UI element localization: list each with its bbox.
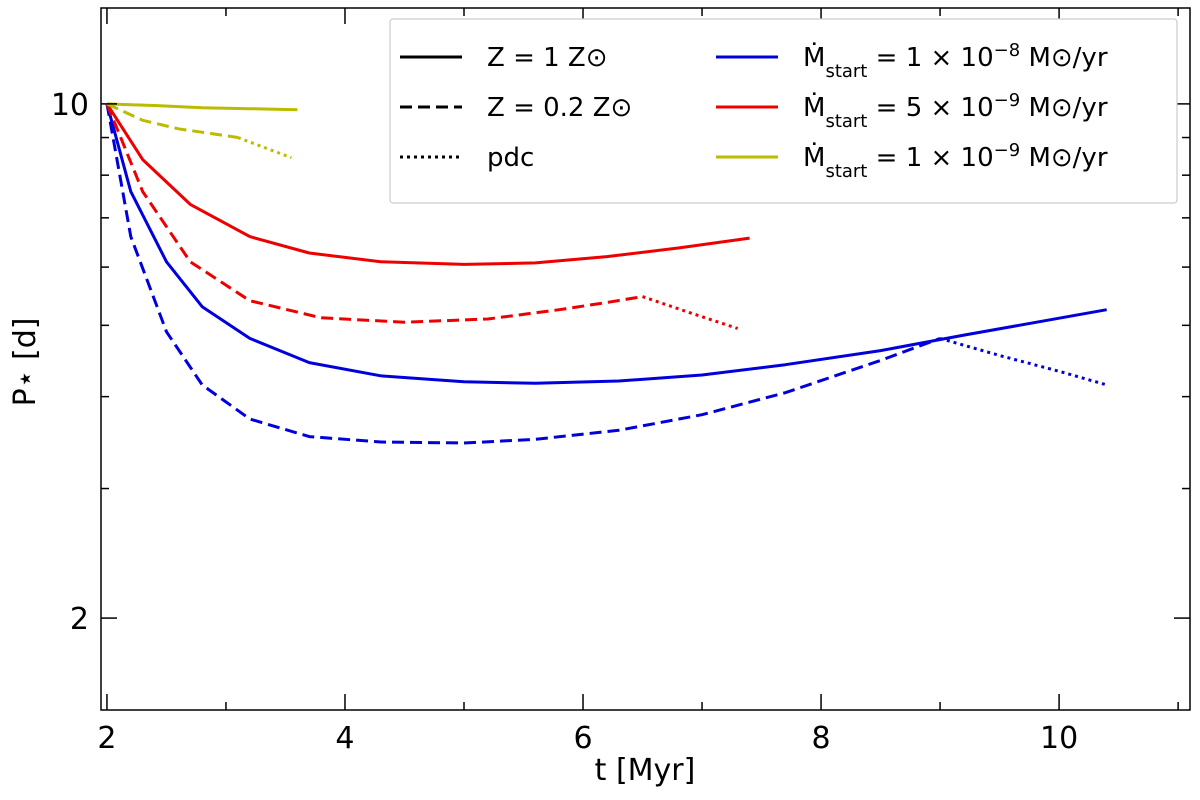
legend: Z = 1 Z⊙ Z = 0.2 Z⊙ pdc Ṁstart = 1 × 10−8 M… xyxy=(389,18,1178,204)
legend-style-label: Z = 0.2 Z⊙ xyxy=(487,93,632,123)
series-line-7 xyxy=(106,102,239,139)
series-line-3 xyxy=(105,103,750,266)
legend-items: Z = 1 Z⊙ Z = 0.2 Z⊙ pdc Ṁstart = 1 × 10−8 M… xyxy=(400,40,1108,182)
series-layer xyxy=(105,102,1108,445)
legend-style-label: pdc xyxy=(487,143,534,173)
legend-color-label: Ṁstart = 5 × 10−9 M⊙/yr xyxy=(803,90,1108,132)
series-line-6 xyxy=(106,102,298,112)
x-axis-label: t [Myr] xyxy=(595,753,696,788)
series-line-2 xyxy=(939,336,1108,387)
x-tick-label: 2 xyxy=(97,721,116,756)
series-line-1 xyxy=(105,103,941,445)
legend-color-label: Ṁstart = 1 × 10−9 M⊙/yr xyxy=(803,140,1108,182)
series-line-5 xyxy=(642,295,739,330)
series-line-0 xyxy=(105,103,1107,385)
x-tick-label: 10 xyxy=(1040,721,1078,756)
plot-frame xyxy=(100,7,1191,711)
x-tick-label: 8 xyxy=(812,721,831,756)
x-tick-label: 4 xyxy=(335,721,354,756)
legend-box xyxy=(389,18,1178,204)
series-line-8 xyxy=(237,136,292,160)
series-line-4 xyxy=(105,103,643,324)
x-tick-label: 6 xyxy=(573,721,592,756)
y-tick-label: 10 xyxy=(51,88,89,123)
legend-style-label: Z = 1 Z⊙ xyxy=(487,43,608,73)
tick-layer: 2 4 6 8 10 2 10 xyxy=(51,8,1190,756)
legend-color-label: Ṁstart = 1 × 10−8 M⊙/yr xyxy=(803,40,1108,82)
y-tick-label: 2 xyxy=(70,602,89,637)
y-axis-label: P⋆ [d] xyxy=(8,318,43,407)
